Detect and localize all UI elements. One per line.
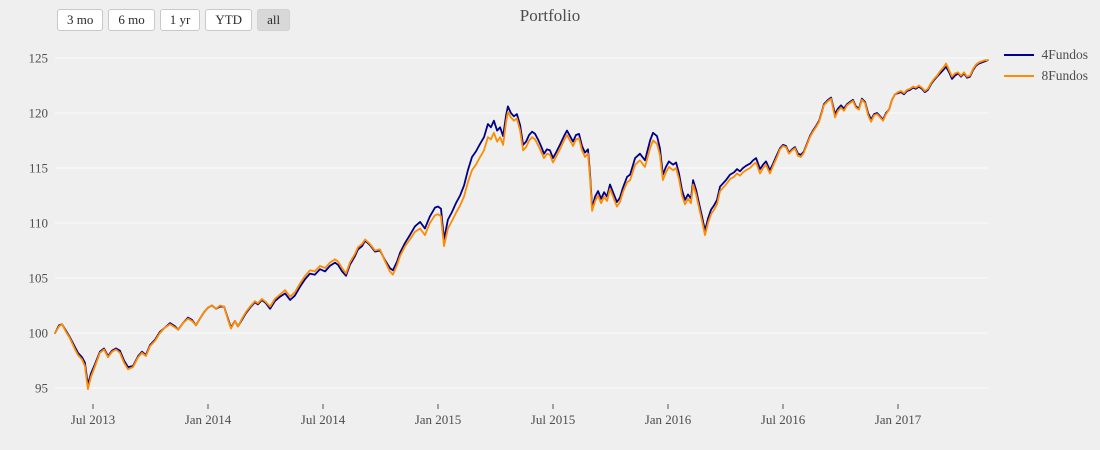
x-tick-label: Jul 2016 [761, 412, 806, 427]
legend-line-swatch [1004, 54, 1035, 56]
y-tick-label: 100 [29, 326, 49, 341]
range-button-YTD[interactable]: YTD [205, 9, 253, 31]
legend-line-swatch [1004, 75, 1035, 77]
range-button-3-mo[interactable]: 3 mo [57, 9, 104, 31]
range-button-6-mo[interactable]: 6 mo [108, 9, 155, 31]
series-line-8Fundos [54, 59, 989, 391]
legend-item-8Fundos: 8Fundos [1004, 67, 1088, 85]
legend-label: 4Fundos [1041, 47, 1088, 62]
x-tick-label: Jan 2017 [875, 412, 922, 427]
y-tick-label: 115 [29, 161, 48, 176]
legend-item-4Fundos: 4Fundos [1004, 46, 1088, 64]
range-selector: 3 mo 6 mo 1 yr YTD all [57, 9, 291, 31]
range-button-all[interactable]: all [257, 9, 291, 31]
x-tick-label: Jul 2014 [301, 412, 346, 427]
x-tick-label: Jan 2014 [185, 412, 232, 427]
y-tick-label: 125 [29, 51, 49, 66]
y-tick-label: 120 [29, 106, 49, 121]
range-button-1-yr[interactable]: 1 yr [159, 9, 201, 31]
legend-label: 8Fundos [1041, 68, 1088, 83]
y-tick-label: 105 [29, 271, 49, 286]
x-tick-label: Jul 2015 [531, 412, 575, 427]
y-tick-label: 110 [29, 216, 48, 231]
x-tick-label: Jul 2013 [71, 412, 115, 427]
y-tick-label: 95 [35, 381, 48, 396]
x-tick-label: Jan 2015 [415, 412, 462, 427]
x-tick-label: Jan 2016 [645, 412, 692, 427]
legend: 4Fundos 8Fundos [1004, 46, 1088, 85]
